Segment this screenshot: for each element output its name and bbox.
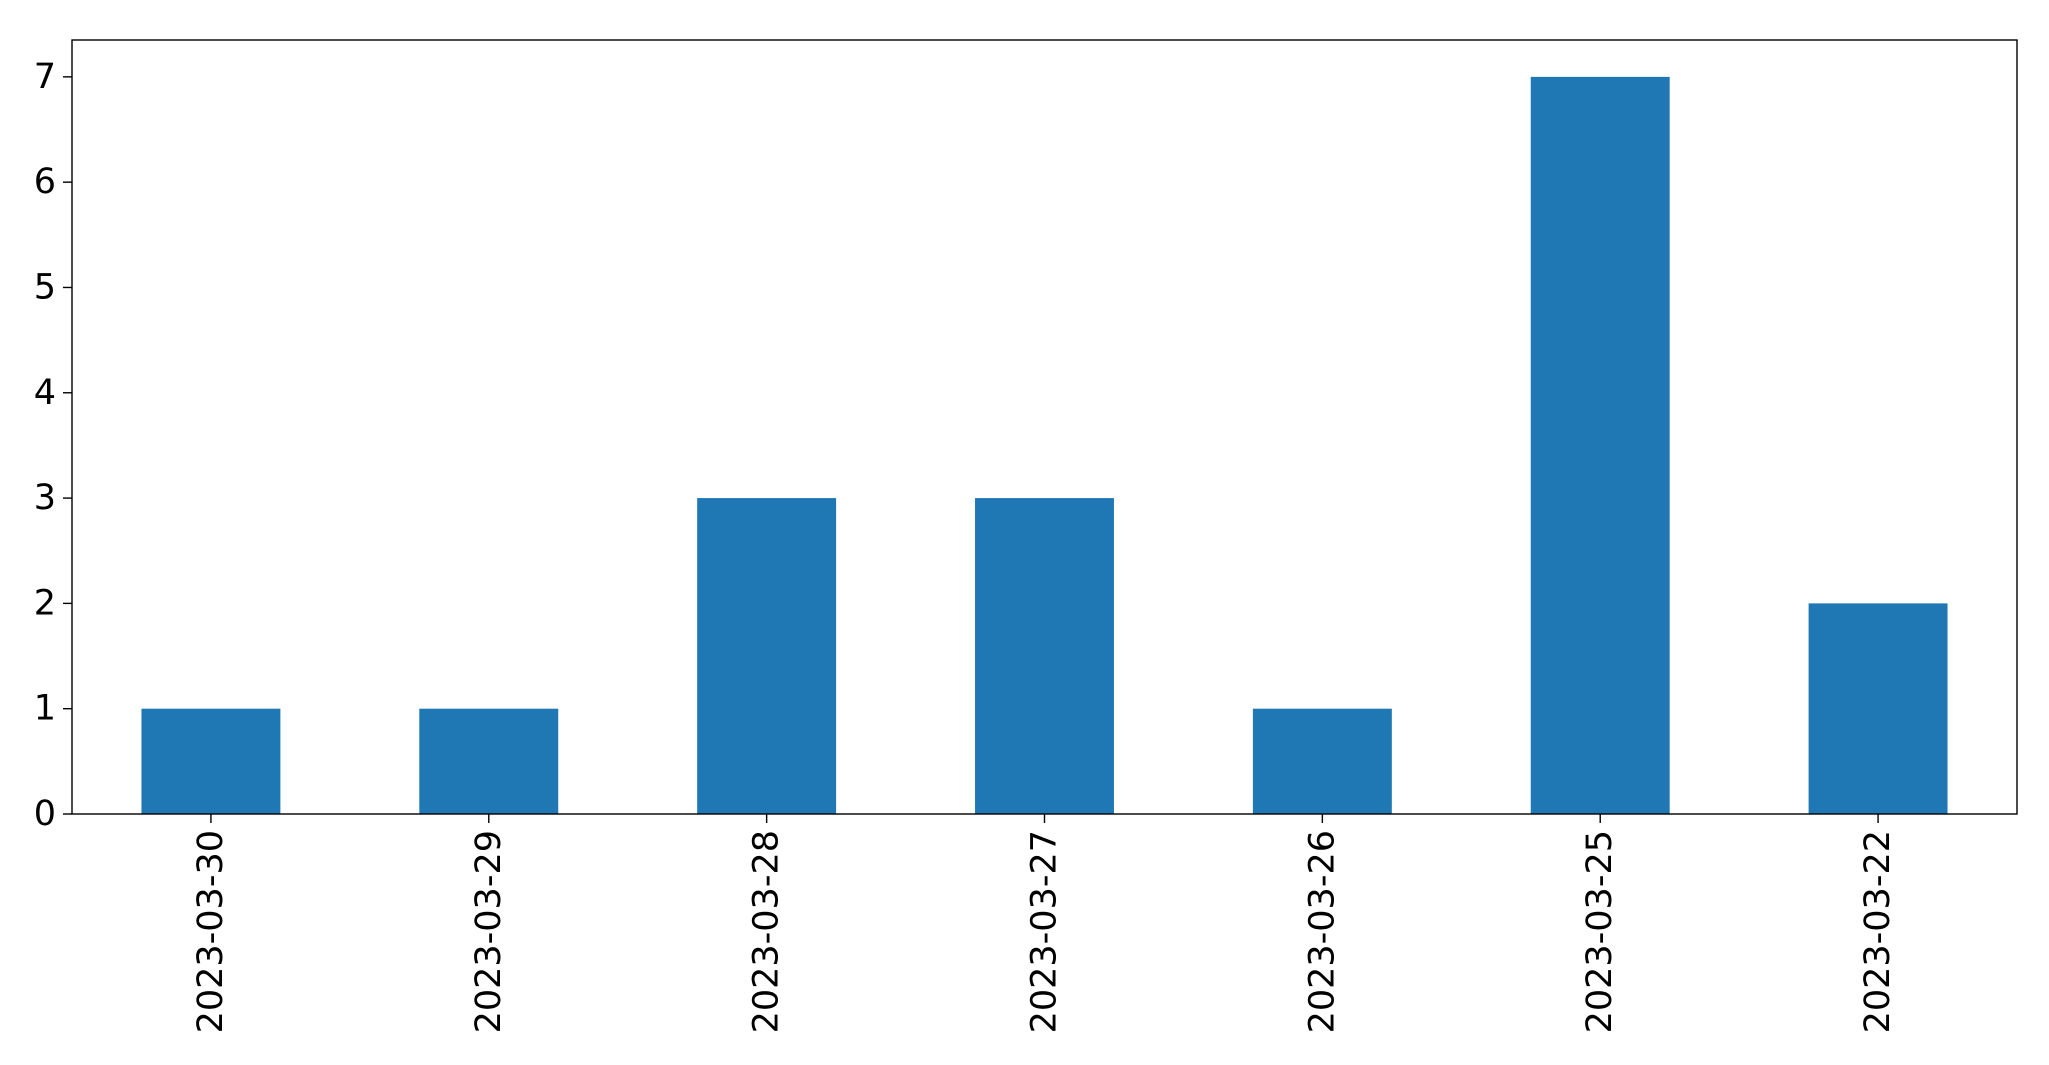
x-tick-label: 2023-03-27 — [1025, 830, 1065, 1033]
y-tick-label: 4 — [34, 373, 56, 413]
bar-2023-03-30 — [141, 708, 281, 814]
bar-2023-03-22 — [1808, 603, 1948, 814]
bar-2023-03-26 — [1252, 708, 1392, 814]
bar-2023-03-28 — [697, 498, 837, 814]
y-tick-label: 5 — [34, 267, 56, 307]
bar-2023-03-25 — [1530, 76, 1670, 815]
y-tick-label: 2 — [34, 583, 56, 623]
x-tick-label: 2023-03-26 — [1302, 830, 1342, 1033]
bar-2023-03-29 — [419, 708, 559, 814]
x-axis: 2023-03-30 2023-03-29 2023-03-28 2023-03-27… — [191, 814, 1898, 1033]
x-tick-label: 2023-03-28 — [747, 830, 787, 1033]
bar-2023-03-27 — [975, 498, 1114, 814]
bar-series — [141, 76, 1948, 815]
x-tick-label: 2023-03-22 — [1858, 830, 1898, 1033]
y-tick-label: 1 — [34, 689, 56, 729]
y-axis: 0 1 2 3 4 5 6 7 — [34, 57, 72, 834]
x-tick-label: 2023-03-25 — [1580, 830, 1620, 1033]
plot-frame — [71, 39, 2018, 815]
y-tick-label: 0 — [34, 794, 56, 834]
y-tick-label: 6 — [34, 162, 56, 202]
y-tick-label: 7 — [34, 57, 56, 97]
x-tick-label: 2023-03-29 — [469, 830, 509, 1033]
y-tick-label: 3 — [34, 478, 56, 518]
x-tick-label: 2023-03-30 — [191, 830, 231, 1033]
